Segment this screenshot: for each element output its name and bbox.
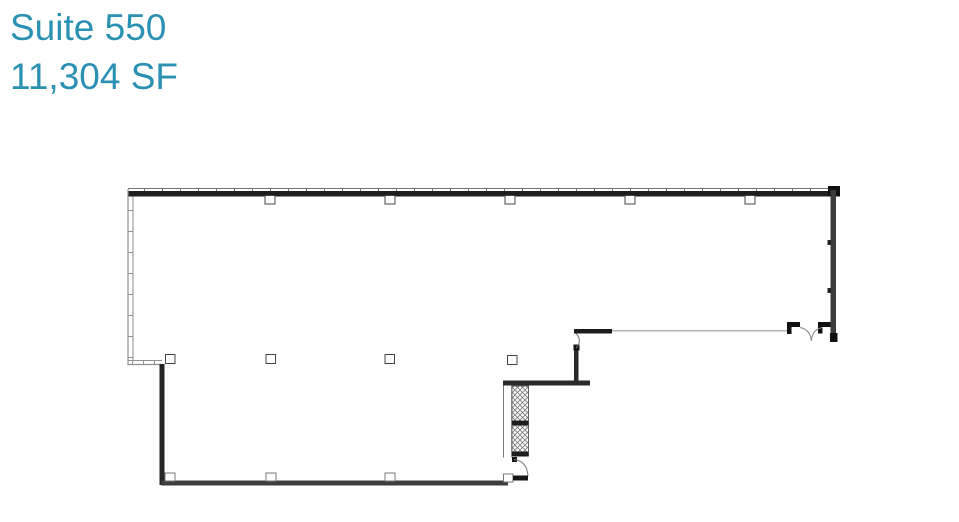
shaft-door [512,457,529,481]
column [384,354,395,364]
east-wall-notch [827,240,831,245]
column [265,354,276,364]
double-entry-door [787,322,831,342]
column [507,355,518,365]
north-window-wall [128,186,840,197]
door-swing-arc [810,327,823,342]
step-wall [128,360,162,366]
middle-columns [165,354,518,365]
shaft [503,385,529,458]
column [503,473,514,483]
column [744,195,756,205]
column [265,472,277,482]
east-wall-stub [830,333,838,342]
door-swing-arc [575,332,580,349]
column [384,472,396,482]
north-columns [264,195,756,205]
plan-header: Suite 550 11,304 SF [10,3,178,101]
west-wall [159,364,165,485]
door-jamb-stub [513,475,528,481]
corridor-wall [574,329,787,334]
suite-area: 11,304 SF [10,56,178,97]
column [264,195,276,205]
column [624,195,636,205]
east-wall-notch [827,288,831,293]
interior-wall [573,332,580,381]
east-wall [827,190,838,342]
suite-title: Suite 550 [10,7,167,48]
west-window-wall [127,189,134,365]
south-columns [164,472,514,483]
door-swing-arc [513,459,529,477]
south-wall [161,480,508,486]
entry-jamb-right [818,322,831,334]
column [165,354,176,364]
shaft-band-bottom [512,451,529,457]
shaft-room-wall [503,380,590,386]
entry-jamb-left [787,322,800,334]
column [504,195,516,205]
door-swing-arc [799,327,812,342]
column [384,195,396,205]
shaft-band-mid [512,420,529,426]
column [164,472,176,482]
